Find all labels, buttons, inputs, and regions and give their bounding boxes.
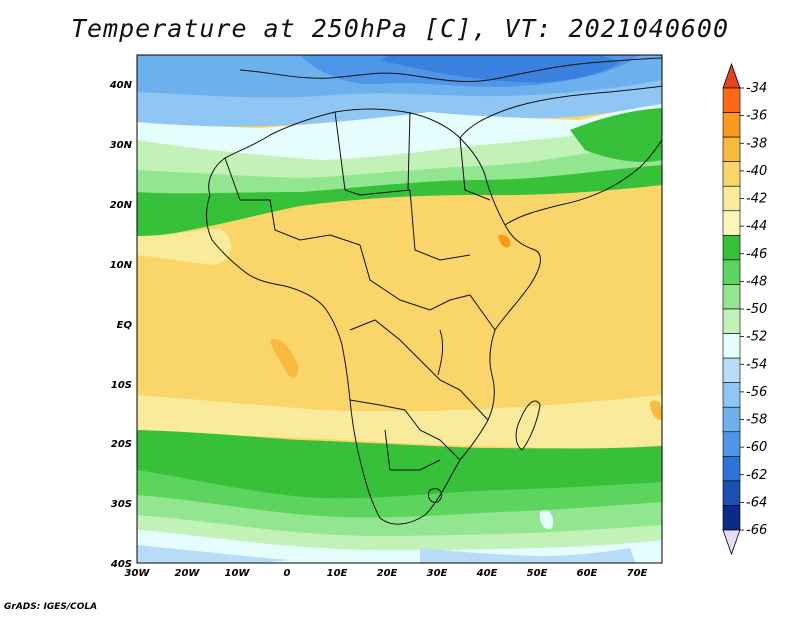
lat-label: 40N	[109, 80, 133, 91]
colorbar-label: -56	[746, 385, 767, 400]
map-title: Temperature at 250hPa [C], VT: 202104060…	[70, 14, 730, 43]
colorbar-swatch	[722, 259, 741, 285]
lon-label: 10E	[327, 568, 348, 579]
colorbar-label: -64	[746, 495, 767, 510]
colorbar-label: -44	[746, 219, 767, 234]
colorbar-swatch	[722, 406, 741, 433]
lat-label: 30N	[110, 140, 133, 151]
colorbar-swatch	[722, 161, 741, 187]
lat-label: 20S	[111, 439, 132, 450]
colorbar-swatch	[722, 136, 741, 162]
colorbar	[722, 62, 741, 556]
lon-label: 70E	[627, 568, 648, 579]
colorbar-swatch	[722, 112, 741, 138]
colorbar-swatch	[722, 333, 741, 359]
lon-label: 10W	[225, 568, 251, 579]
lon-label: 30E	[427, 568, 448, 579]
colorbar-swatch	[722, 185, 741, 212]
colorbar-swatch	[722, 431, 741, 457]
colorbar-swatch	[722, 284, 741, 310]
lon-label: 40E	[476, 568, 498, 579]
colorbar-label: -36	[746, 109, 767, 124]
lat-label: 10S	[111, 380, 132, 391]
colorbar-label: -46	[746, 247, 767, 262]
coastlines	[206, 57, 662, 525]
colorbar-swatch	[722, 357, 741, 383]
colorbar-label: -54	[746, 357, 767, 372]
colorbar-labels: -34 -36 -38 -40 -42 -44 -46 -48 -50 -52 -54 -56 -58 -…	[740, 81, 767, 538]
colorbar-swatch	[722, 235, 741, 261]
lat-label: EQ	[117, 320, 133, 331]
lat-label: 30S	[111, 499, 132, 510]
lat-label: 40S	[110, 559, 132, 570]
colorbar-swatch	[722, 456, 741, 482]
colorbar-swatch	[722, 210, 741, 236]
colorbar-label: -66	[746, 523, 767, 538]
colorbar-label: -42	[746, 192, 767, 207]
lat-label: 20N	[110, 200, 133, 211]
colorbar-label: -50	[746, 302, 767, 317]
colorbar-label: -48	[746, 274, 767, 289]
lat-labels: 40N 30N 20N 10N EQ 10S 20S 30S 40S	[109, 80, 133, 570]
lon-label: 0	[284, 568, 291, 579]
colorbar-swatch	[722, 505, 741, 531]
lon-label: 30W	[125, 568, 151, 579]
colorbar-top-arrow	[722, 62, 741, 89]
lon-label: 60E	[577, 568, 598, 579]
colorbar-label: -58	[746, 413, 767, 428]
colorbar-label: -60	[746, 440, 767, 455]
colorbar-bottom-arrow	[722, 529, 741, 556]
colorbar-swatch	[722, 480, 741, 506]
lon-labels: 30W 20W 10W 0 10E 20E 30E 40E 50E 60E 70…	[125, 568, 648, 579]
lon-label: 20E	[377, 568, 398, 579]
colorbar-label: -52	[746, 330, 767, 345]
colorbar-swatch	[722, 87, 741, 113]
lon-label: 20W	[175, 568, 201, 579]
colorbar-label: -34	[746, 81, 767, 96]
grads-credit: GrADS: IGES/COLA	[4, 602, 98, 612]
plot-frame	[136, 54, 663, 564]
colorbar-label: -38	[746, 136, 767, 151]
temperature-field	[137, 55, 662, 563]
lat-label: 10N	[110, 260, 133, 271]
colorbar-swatch	[722, 382, 741, 408]
lon-label: 50E	[527, 568, 548, 579]
colorbar-swatch	[722, 308, 741, 334]
colorbar-label: -40	[746, 164, 767, 179]
colorbar-label: -62	[746, 468, 767, 483]
